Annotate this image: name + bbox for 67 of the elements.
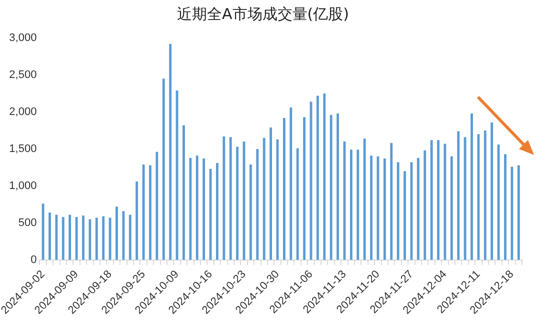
- bar: [484, 130, 486, 260]
- bar: [437, 140, 440, 260]
- bar: [517, 165, 520, 260]
- bar: [390, 143, 393, 260]
- bar: [330, 114, 332, 260]
- bar: [216, 162, 218, 260]
- bar: [282, 118, 286, 260]
- bar: [229, 137, 232, 260]
- bar: [470, 113, 473, 260]
- y-tick-label: 1,000: [9, 180, 37, 192]
- bar: [450, 156, 453, 260]
- bar: [42, 204, 44, 260]
- bar: [290, 108, 292, 260]
- bar: [262, 138, 266, 260]
- bar: [416, 158, 420, 260]
- y-tick-label: 0: [30, 254, 37, 266]
- bar: [222, 136, 226, 260]
- bar: [464, 137, 466, 260]
- bar: [510, 166, 514, 260]
- bar: [102, 216, 105, 260]
- bar: [430, 140, 433, 260]
- bar: [122, 211, 125, 260]
- y-tick-label: 3,000: [9, 32, 37, 44]
- bar: [116, 206, 118, 260]
- y-tick-label: 2,500: [9, 69, 37, 82]
- bar: [404, 171, 406, 260]
- bar: [68, 214, 72, 260]
- bar: [136, 181, 138, 260]
- bar: [196, 156, 198, 260]
- bar: [316, 96, 319, 260]
- bar: [424, 150, 426, 260]
- y-tick-label: 2,000: [9, 106, 37, 118]
- bar: [182, 125, 185, 260]
- bar: [55, 214, 58, 260]
- bar: [88, 219, 92, 260]
- bar: [370, 156, 372, 260]
- bar: [169, 44, 172, 260]
- bar: [323, 93, 326, 260]
- bar: [250, 164, 252, 260]
- bar: [189, 158, 192, 260]
- bar: [48, 212, 51, 260]
- bar: [270, 127, 272, 260]
- bar: [62, 216, 64, 260]
- y-tick-label: 500: [18, 216, 37, 229]
- bar: [457, 131, 460, 260]
- bar: [156, 152, 158, 260]
- bar: [497, 144, 500, 260]
- bar: [256, 148, 259, 260]
- bar: [296, 148, 299, 260]
- bar: [202, 158, 206, 260]
- chart-title: 近期全A市场成交量(亿股): [177, 4, 349, 23]
- bar: [504, 154, 506, 260]
- bar: [162, 78, 165, 260]
- bar: [350, 150, 352, 260]
- bar: [383, 158, 386, 260]
- bar: [490, 122, 494, 260]
- bar: [356, 150, 360, 260]
- bar: [303, 117, 306, 260]
- bar: [336, 113, 339, 260]
- bar: [236, 146, 239, 260]
- bar: [363, 138, 366, 260]
- bar: [149, 165, 152, 260]
- bar: [128, 214, 132, 260]
- bar: [82, 216, 84, 260]
- bar: [95, 218, 98, 260]
- bar: [396, 162, 400, 260]
- y-tick-label: 1,500: [9, 142, 37, 155]
